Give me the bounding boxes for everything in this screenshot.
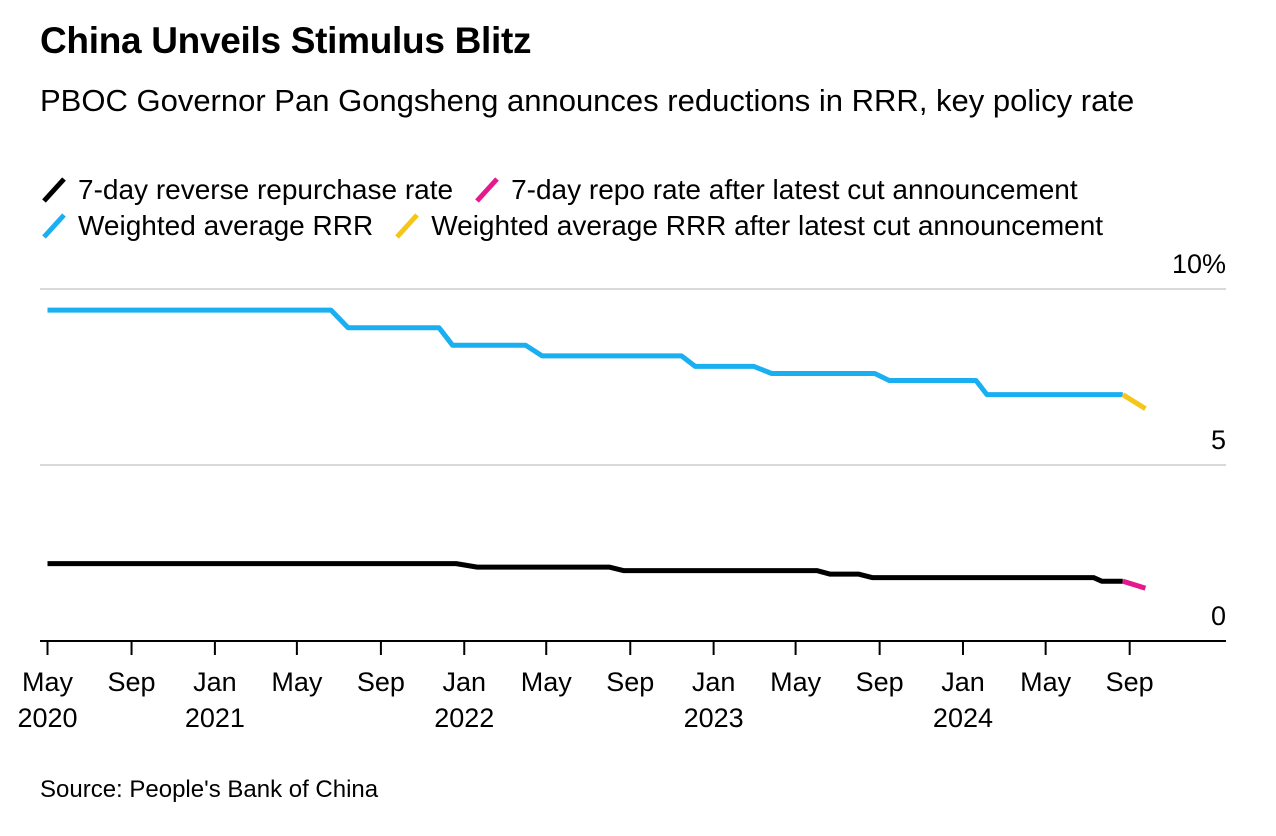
- legend-label-rrr: Weighted average RRR: [78, 210, 374, 241]
- x-tick-label-month: Sep: [856, 667, 904, 697]
- x-tick-label-month: Sep: [606, 667, 654, 697]
- legend-row-2: Weighted average RRR Weighted average RR…: [40, 208, 1240, 244]
- series-line-3: [1121, 392, 1147, 411]
- legend-item-repo-after-cut: 7-day repo rate after latest cut announc…: [473, 174, 1078, 206]
- x-tick-label-month: Sep: [108, 667, 156, 697]
- legend-swatch-pink: [475, 177, 499, 203]
- x-axis: May 2020 Sep Jan 2021 May Sep Jan 2022 May Sep Jan 2…: [17, 640, 1226, 733]
- x-tick-label-month: Sep: [1106, 667, 1154, 697]
- series-line-1: [1122, 578, 1147, 591]
- source-note: Source: People's Bank of China: [40, 776, 379, 803]
- legend-row-1: 7-day reverse repurchase rate 7-day repo…: [40, 172, 1240, 208]
- x-tick-label-year: 2021: [185, 703, 245, 733]
- legend-swatch-yellow: [395, 213, 420, 239]
- x-tick-label-year: 2024: [933, 703, 993, 733]
- legend-label-rrr-after-cut: Weighted average RRR after latest cut an…: [431, 210, 1104, 241]
- x-tick-label-month: May: [22, 667, 74, 697]
- x-tick-label-year: 2022: [434, 703, 494, 733]
- x-tick-label-month: Jan: [193, 667, 237, 697]
- series-lines: [47, 307, 1147, 591]
- series-line-0: [47, 561, 1123, 584]
- x-tick-label-year: 2023: [684, 703, 744, 733]
- legend-item-rrr-after-cut: Weighted average RRR after latest cut an…: [393, 210, 1103, 242]
- y-tick-label: 5: [1211, 425, 1226, 455]
- x-tick-label-month: May: [271, 667, 323, 697]
- x-tick-label-month: Jan: [941, 667, 985, 697]
- legend-label-repo-after-cut: 7-day repo rate after latest cut announc…: [511, 174, 1078, 205]
- x-tick-label-year: 2020: [17, 703, 77, 733]
- chart-title: China Unveils Stimulus Blitz: [40, 20, 532, 61]
- x-tick-label-month: Sep: [357, 667, 405, 697]
- legend-swatch-blue: [42, 213, 66, 239]
- legend-item-rrr: Weighted average RRR: [40, 210, 373, 242]
- legend-item-reverse-repo: 7-day reverse repurchase rate: [40, 174, 453, 206]
- x-tick-label-month: May: [770, 667, 822, 697]
- chart-subtitle: PBOC Governor Pan Gongsheng announces re…: [40, 83, 1135, 118]
- legend-swatch-black: [42, 177, 66, 203]
- y-tick-label: 10%: [1172, 249, 1226, 279]
- x-tick-label-month: Jan: [692, 667, 736, 697]
- x-tick-label-month: May: [521, 667, 573, 697]
- series-line-2: [47, 307, 1123, 398]
- y-axis-labels: 10% 5 0: [1172, 249, 1226, 631]
- chart-legend: 7-day reverse repurchase rate 7-day repo…: [40, 172, 1240, 244]
- grid-lines: [40, 288, 1226, 466]
- legend-label-reverse-repo: 7-day reverse repurchase rate: [78, 174, 454, 205]
- x-tick-label-month: Jan: [442, 667, 486, 697]
- y-tick-label: 0: [1211, 601, 1226, 631]
- x-tick-label-month: May: [1020, 667, 1072, 697]
